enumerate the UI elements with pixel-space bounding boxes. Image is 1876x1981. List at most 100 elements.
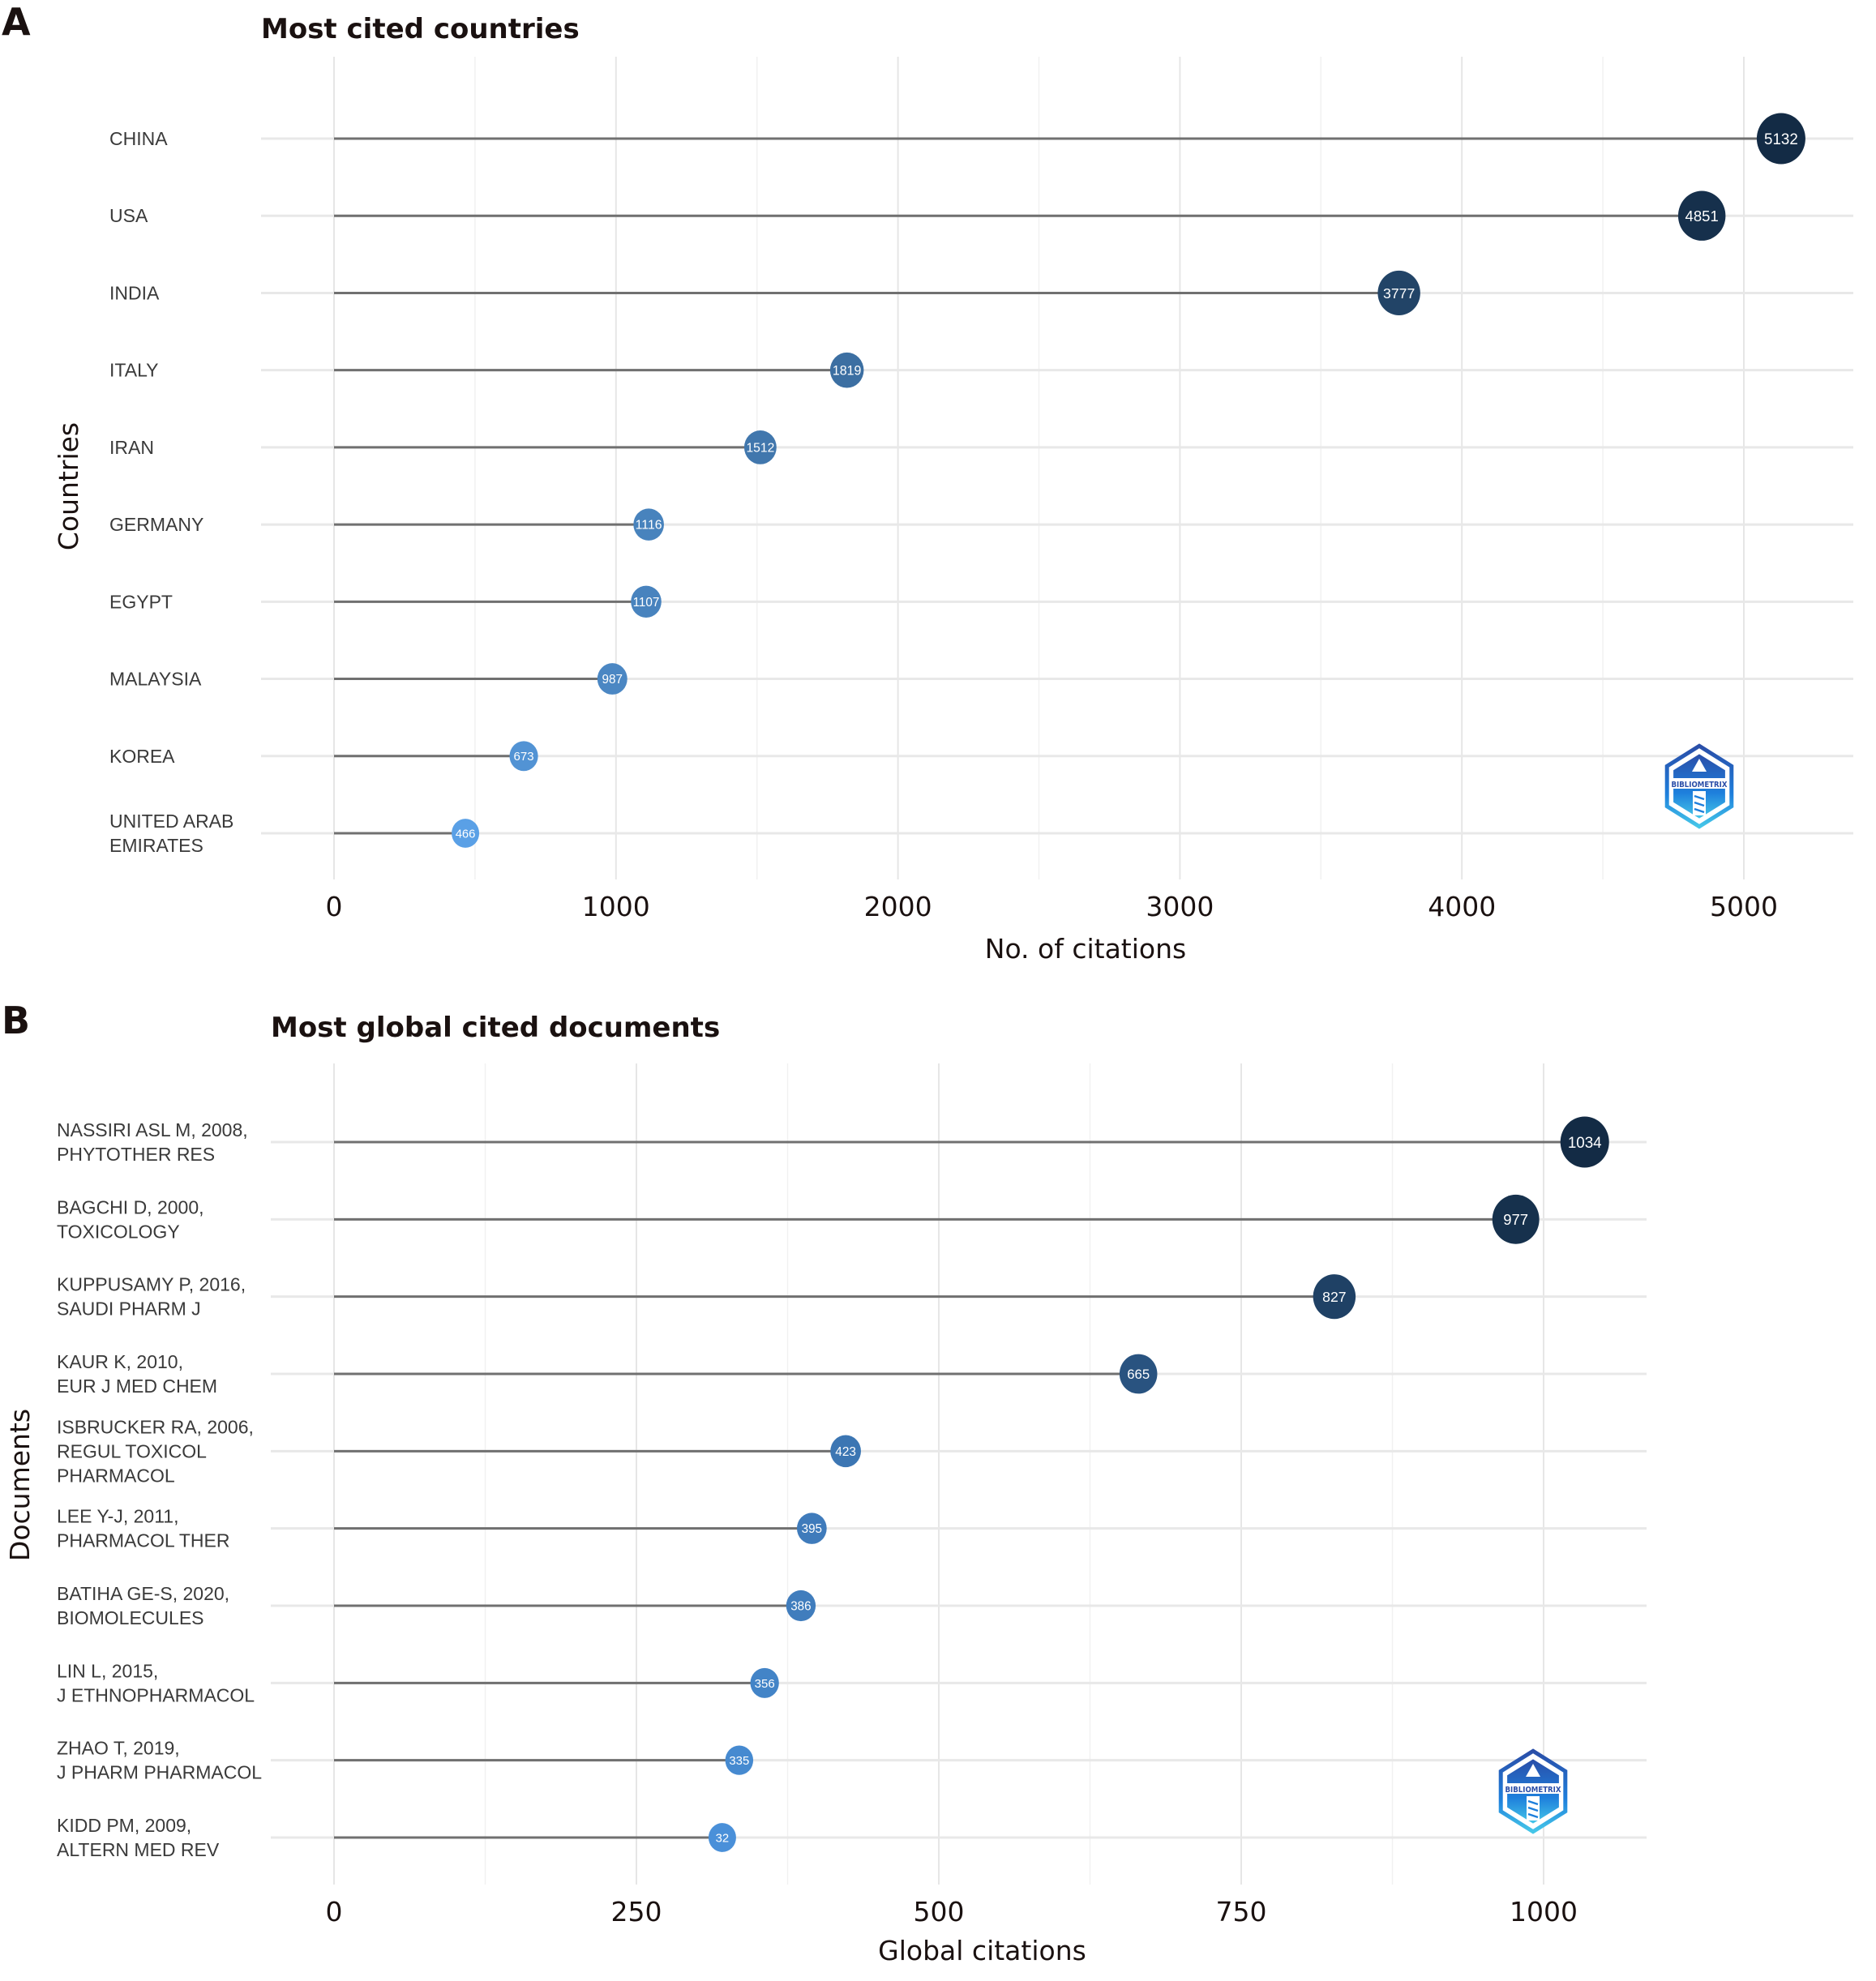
x-tick-label: 0 <box>326 1896 343 1928</box>
lollipop-value-label: 827 <box>1322 1289 1347 1305</box>
category-label: ITALY <box>109 360 159 381</box>
lollipop-dot <box>796 1512 827 1544</box>
category-label-line: KUPPUSAMY P, 2016, <box>57 1274 246 1295</box>
category-label-line: J ETHNOPHARMACOL <box>57 1684 255 1705</box>
category-label-line: PHARMACOL THER <box>57 1530 229 1551</box>
lollipop-value-label: 1512 <box>746 442 774 456</box>
lollipop-dot <box>830 1435 861 1468</box>
lollipop-dot <box>1313 1274 1356 1320</box>
x-axis-title: Global citations <box>878 1935 1086 1966</box>
category-label: NASSIRI ASL M, 2008, PHYTOTHER RES <box>57 1119 248 1165</box>
category-label-line: KAUR K, 2010, <box>57 1351 183 1372</box>
category-label: BATIHA GE-S, 2020, BIOMOLECULES <box>57 1583 229 1628</box>
x-tick-label: 1000 <box>582 891 650 922</box>
bibliometrix-logo-icon: BIBLIOMETRIX <box>1664 743 1734 829</box>
chart-a-title: Most cited countries <box>261 13 580 45</box>
category-label: KAUR K, 2010, EUR J MED CHEM <box>57 1351 217 1397</box>
lollipop-value-label: 987 <box>602 673 623 687</box>
x-tick-label: 500 <box>914 1896 965 1928</box>
category-label-line: EGYPT <box>109 591 173 612</box>
logo-band <box>1669 778 1729 789</box>
lollipop-value-label: 335 <box>729 1754 749 1768</box>
logo-peak <box>1526 1764 1540 1777</box>
category-label: ISBRUCKER RA, 2006, REGUL TOXICOL PHARMACO… <box>57 1416 254 1486</box>
category-label: CHINA <box>109 128 168 149</box>
category-label-line: USA <box>109 205 148 226</box>
category-label: KUPPUSAMY P, 2016, SAUDI PHARM J <box>57 1274 246 1320</box>
category-label-line: NASSIRI ASL M, 2008, <box>57 1119 248 1140</box>
category-label-line: EMIRATES <box>109 835 203 856</box>
x-tick-label: 2000 <box>864 891 932 922</box>
y-axis-title: Countries <box>53 422 84 550</box>
x-tick-label: 250 <box>611 1896 662 1928</box>
category-label-line: ALTERN MED REV <box>57 1839 220 1860</box>
category-label-line: CHINA <box>109 128 168 149</box>
lollipop-dot <box>1492 1194 1540 1244</box>
category-label-line: PHYTOTHER RES <box>57 1144 215 1165</box>
category-label-line: GERMANY <box>109 514 203 535</box>
category-label-line: INDIA <box>109 282 160 303</box>
panel-label-a: A <box>2 0 31 44</box>
panel-label-b: B <box>2 999 31 1042</box>
lollipop-dot <box>708 1823 736 1852</box>
category-label: IRAN <box>109 437 154 458</box>
category-label-line: LIN L, 2015, <box>57 1660 158 1681</box>
category-label: MALAYSIA <box>109 669 202 690</box>
category-label: LEE Y-J, 2011, PHARMACOL THER <box>57 1506 229 1551</box>
category-label: UNITED ARAB EMIRATES <box>109 811 233 856</box>
category-label: KOREA <box>109 746 175 767</box>
x-tick-label: 5000 <box>1710 891 1778 922</box>
category-label: KIDD PM, 2009, ALTERN MED REV <box>57 1815 220 1860</box>
x-tick-label: 750 <box>1216 1896 1267 1928</box>
bibliometrix-logo-icon: BIBLIOMETRIX <box>1498 1748 1568 1834</box>
logo-band <box>1503 1783 1563 1794</box>
lollipop-dot <box>743 430 777 464</box>
lollipop-value-label: 3777 <box>1383 285 1415 302</box>
lollipop-value-label: 1107 <box>633 596 660 610</box>
category-label-line: IRAN <box>109 437 154 458</box>
logo-text: BIBLIOMETRIX <box>1672 781 1728 789</box>
category-label: LIN L, 2015, J ETHNOPHARMACOL <box>57 1660 255 1705</box>
category-label-line: PHARMACOL <box>57 1465 175 1486</box>
chart-a: 0 1000 2000 3000 4000 5000 No. of citations Cou… <box>53 57 1853 965</box>
x-tick-label: 3000 <box>1146 891 1214 922</box>
category-label-line: REGUL TOXICOL <box>57 1440 207 1461</box>
lollipop-value-label: 423 <box>835 1445 856 1459</box>
category-label: USA <box>109 205 148 226</box>
x-tick-label: 0 <box>326 891 343 922</box>
category-label-line: BIOMOLECULES <box>57 1607 204 1628</box>
category-label-line: SAUDI PHARM J <box>57 1299 201 1320</box>
category-label-line: ZHAO T, 2019, <box>57 1738 180 1759</box>
category-label-line: MALAYSIA <box>109 669 202 690</box>
lollipop-dot <box>631 585 662 618</box>
x-tick-label: 4000 <box>1428 891 1496 922</box>
lollipop-dot <box>509 741 538 772</box>
category-label-line: EUR J MED CHEM <box>57 1376 217 1397</box>
lollipop-dot <box>1756 113 1805 165</box>
logo-tower-stripes <box>1694 794 1705 814</box>
category-label-line: BAGCHI D, 2000, <box>57 1196 204 1217</box>
lollipop-dot <box>597 663 627 695</box>
category-label-line: ITALY <box>109 360 159 381</box>
category-label-line: LEE Y-J, 2011, <box>57 1506 178 1527</box>
category-label-line: ISBRUCKER RA, 2006, <box>57 1416 254 1437</box>
lollipop-value-label: 1034 <box>1568 1135 1602 1152</box>
lollipop-value-label: 1819 <box>833 363 862 378</box>
category-label-line: TOXICOLOGY <box>57 1221 180 1242</box>
lollipop-dot <box>786 1590 816 1622</box>
logo-peak <box>1692 759 1707 772</box>
lollipop-dot <box>829 352 864 388</box>
lollipop-value-label: 673 <box>514 750 534 764</box>
category-label-line: UNITED ARAB <box>109 811 233 832</box>
lollipop-dot <box>750 1667 779 1698</box>
lollipop-value-label: 356 <box>755 1677 775 1691</box>
category-label: INDIA <box>109 282 160 303</box>
lollipop-value-label: 466 <box>456 827 476 841</box>
lollipop-dot <box>633 508 664 541</box>
lollipop-value-label: 1116 <box>636 519 662 533</box>
lollipop-dot <box>1677 190 1726 241</box>
lollipop-value-label: 5132 <box>1764 131 1798 148</box>
lollipop-value-label: 977 <box>1503 1211 1528 1228</box>
lollipop-dot <box>1119 1354 1158 1394</box>
